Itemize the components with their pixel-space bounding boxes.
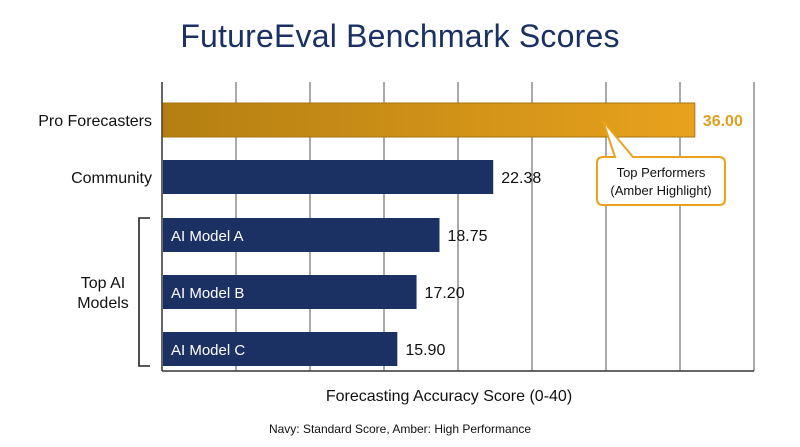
category-label-pro-forecasters: Pro Forecasters bbox=[38, 113, 152, 130]
bar-community bbox=[163, 160, 494, 194]
group-label-line: Models bbox=[77, 295, 129, 312]
group-bracket bbox=[138, 217, 150, 367]
bar-ai-model-a bbox=[163, 218, 440, 252]
group-label-line: Top AI bbox=[81, 275, 125, 292]
bar-ai-model-c bbox=[163, 332, 398, 366]
annotation-text-line: (Amber Highlight) bbox=[610, 183, 711, 198]
value-label-ai-model-c: 15.90 bbox=[405, 342, 445, 359]
category-label-ai-model-a: AI Model A bbox=[171, 228, 244, 245]
value-label-ai-model-b: 17.20 bbox=[425, 285, 465, 302]
x-axis-label: Forecasting Accuracy Score (0-40) bbox=[326, 388, 572, 405]
category-label-community: Community bbox=[71, 170, 152, 187]
footnote: Navy: Standard Score, Amber: High Perfor… bbox=[268, 422, 532, 436]
bar-ai-model-b bbox=[163, 275, 417, 309]
bar-pro-forecasters bbox=[162, 102, 696, 138]
category-label-ai-model-c: AI Model C bbox=[171, 342, 245, 359]
value-label-pro-forecasters: 36.00 bbox=[703, 113, 743, 130]
page-title: FutureEval Benchmark Scores bbox=[180, 18, 620, 54]
category-label-ai-model-b: AI Model B bbox=[171, 285, 244, 302]
value-label-community: 22.38 bbox=[501, 170, 541, 187]
value-label-ai-model-a: 18.75 bbox=[448, 228, 488, 245]
annotation-text-line: Top Performers bbox=[617, 165, 706, 180]
annotation-callout bbox=[596, 120, 726, 206]
